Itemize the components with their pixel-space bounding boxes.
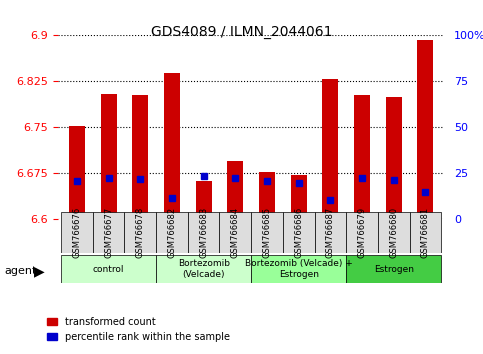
Text: GSM766681: GSM766681	[421, 207, 430, 258]
Bar	[196, 182, 212, 219]
Text: GSM766677: GSM766677	[104, 207, 113, 258]
FancyBboxPatch shape	[61, 255, 156, 283]
Text: GSM766679: GSM766679	[357, 207, 367, 258]
FancyBboxPatch shape	[125, 212, 156, 253]
Bar	[386, 97, 401, 219]
FancyBboxPatch shape	[314, 212, 346, 253]
FancyBboxPatch shape	[346, 212, 378, 253]
FancyBboxPatch shape	[283, 212, 314, 253]
Text: GSM766684: GSM766684	[231, 207, 240, 258]
FancyBboxPatch shape	[156, 212, 188, 253]
FancyBboxPatch shape	[378, 212, 410, 253]
Text: GSM766678: GSM766678	[136, 207, 145, 258]
FancyBboxPatch shape	[93, 212, 125, 253]
Bar	[323, 79, 338, 219]
Text: GDS4089 / ILMN_2044061: GDS4089 / ILMN_2044061	[151, 25, 332, 39]
FancyBboxPatch shape	[410, 212, 441, 253]
Text: ▶: ▶	[34, 264, 44, 278]
Text: GSM766685: GSM766685	[262, 207, 271, 258]
Text: GSM766680: GSM766680	[389, 207, 398, 258]
FancyBboxPatch shape	[251, 212, 283, 253]
Bar	[69, 126, 85, 219]
Bar	[291, 175, 307, 219]
Bar	[354, 95, 370, 219]
Text: agent: agent	[5, 266, 37, 276]
FancyBboxPatch shape	[219, 212, 251, 253]
Bar	[417, 40, 433, 219]
Text: GSM766676: GSM766676	[72, 207, 82, 258]
Text: Bortezomib
(Velcade): Bortezomib (Velcade)	[178, 259, 229, 279]
Text: GSM766683: GSM766683	[199, 207, 208, 258]
FancyBboxPatch shape	[61, 212, 93, 253]
FancyBboxPatch shape	[156, 255, 251, 283]
Legend: transformed count, percentile rank within the sample: transformed count, percentile rank withi…	[43, 313, 234, 346]
FancyBboxPatch shape	[346, 255, 441, 283]
FancyBboxPatch shape	[188, 212, 219, 253]
Text: GSM766687: GSM766687	[326, 207, 335, 258]
FancyBboxPatch shape	[251, 255, 346, 283]
Text: GSM766686: GSM766686	[294, 207, 303, 258]
Text: Bortezomib (Velcade) +
Estrogen: Bortezomib (Velcade) + Estrogen	[245, 259, 353, 279]
Text: control: control	[93, 264, 125, 274]
Bar	[227, 161, 243, 219]
Bar	[164, 73, 180, 219]
Bar	[259, 172, 275, 219]
Bar	[101, 94, 116, 219]
Bar	[132, 95, 148, 219]
Text: GSM766682: GSM766682	[168, 207, 176, 258]
Text: Estrogen: Estrogen	[374, 264, 413, 274]
